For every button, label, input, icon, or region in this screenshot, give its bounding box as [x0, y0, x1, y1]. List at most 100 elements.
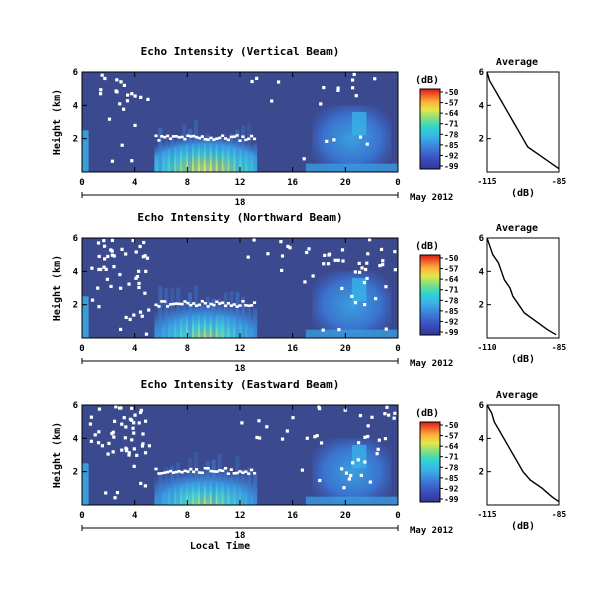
gap-cell: [157, 139, 161, 142]
gap-cell: [357, 270, 362, 274]
gap-cell: [115, 78, 119, 82]
gap-cell: [206, 467, 210, 470]
gap-cell: [168, 469, 173, 473]
gap-cell: [341, 259, 345, 263]
gap-cell: [131, 238, 135, 243]
gap-cell: [364, 267, 368, 272]
gap-cell: [318, 478, 322, 483]
gap-cell: [285, 429, 289, 433]
gap-cell: [194, 304, 199, 308]
gap-cell: [244, 470, 248, 474]
average-line: [486, 71, 560, 170]
gap-cell: [130, 406, 134, 410]
echo-streak: [199, 475, 204, 505]
gap-cell: [226, 472, 231, 475]
gap-cell: [323, 253, 327, 257]
gap-cell: [244, 303, 248, 307]
gap-cell: [344, 471, 349, 475]
gap-cell: [326, 262, 331, 266]
average-y-tick-label: 4: [479, 267, 485, 277]
average-y-tick-label: 6: [479, 234, 484, 244]
panel-title: Echo Intensity (Vertical Beam): [141, 45, 340, 58]
gap-cell: [319, 102, 323, 106]
echo-streak: [170, 139, 175, 172]
gap-cell: [223, 304, 228, 308]
gap-cell: [123, 436, 127, 440]
gap-cell: [349, 473, 353, 478]
echo-streak: [158, 128, 163, 172]
y-axis-label: Height (km): [51, 422, 63, 488]
gap-cell: [109, 248, 113, 252]
gap-cell: [160, 472, 164, 475]
heatmap: [82, 238, 398, 338]
gap-cell: [360, 266, 364, 270]
echo-streak: [205, 461, 210, 505]
gap-cell: [223, 466, 228, 470]
gap-cell: [137, 421, 141, 425]
gap-cell: [387, 413, 391, 417]
gap-cell: [363, 302, 367, 307]
y-tick-label: 2: [73, 468, 78, 478]
gap-cell: [252, 137, 257, 141]
gap-cell: [134, 250, 138, 254]
gap-cell: [186, 470, 190, 473]
colorbar-tick-label: -50: [444, 254, 459, 263]
gap-cell: [215, 470, 219, 473]
gap-cell: [203, 466, 207, 470]
average-y-tick-label: 2: [479, 301, 484, 311]
gap-cell: [183, 469, 187, 473]
gap-cell: [238, 139, 242, 142]
gap-cell: [122, 107, 126, 111]
gap-cell: [238, 470, 242, 473]
gap-cell: [305, 250, 309, 255]
gap-cell: [366, 424, 370, 428]
gap-cell: [154, 134, 158, 138]
colorbar-tick-label: -78: [444, 130, 459, 139]
colorbar-tick-label: -50: [444, 88, 459, 97]
gap-cell: [232, 303, 236, 306]
gap-cell: [102, 244, 107, 248]
gap-cell: [342, 486, 346, 490]
gap-cell: [244, 138, 248, 142]
gap-cell: [137, 269, 141, 273]
gap-cell: [194, 468, 199, 471]
gap-cell: [97, 305, 101, 309]
gap-cell: [280, 437, 285, 441]
echo-streak: [176, 287, 181, 338]
gap-cell: [125, 99, 130, 103]
colorbar-tick-label: -71: [444, 453, 459, 462]
echo-streak: [223, 467, 228, 505]
y-tick-label: 2: [73, 135, 78, 145]
x-tick-label: 12: [235, 511, 246, 521]
gap-cell: [381, 259, 385, 263]
gap-cell: [250, 79, 254, 84]
echo-streak: [235, 129, 240, 172]
echo-streak: [164, 466, 169, 505]
gap-cell: [157, 472, 161, 475]
echo-streak: [247, 307, 252, 338]
gap-cell: [383, 412, 387, 416]
gap-cell: [376, 447, 380, 451]
gap-cell: [112, 435, 116, 439]
gap-cell: [250, 304, 254, 307]
gap-cell: [358, 135, 363, 139]
echo-streak: [211, 298, 216, 338]
gap-cell: [200, 471, 204, 475]
echo-streak: [253, 308, 258, 338]
gap-cell: [106, 452, 110, 456]
gap-cell: [154, 467, 158, 471]
gap-cell: [325, 139, 329, 143]
average-x-tick-label: -85: [552, 177, 567, 186]
echo-streak: [193, 119, 198, 172]
gap-cell: [218, 468, 222, 472]
gap-cell: [163, 300, 167, 303]
gap-cell: [177, 136, 181, 139]
echo-surface-strip: [82, 463, 89, 505]
echo-streak: [164, 137, 169, 172]
gap-cell: [133, 94, 137, 98]
gap-cell: [89, 415, 94, 419]
gap-cell: [194, 135, 199, 139]
gap-cell: [135, 453, 139, 457]
gap-cell: [171, 302, 175, 306]
colorbar-tick-label: -71: [444, 120, 459, 129]
